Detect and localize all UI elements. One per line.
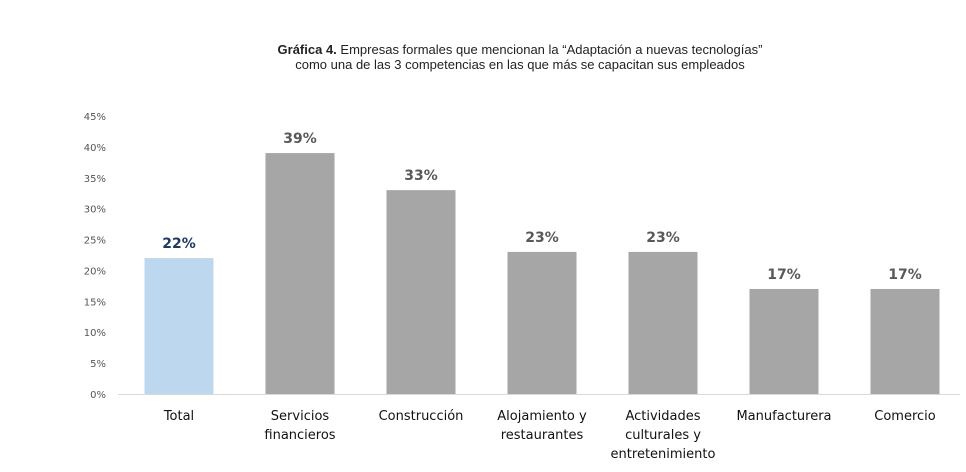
y-tick-label: 25% <box>84 236 106 247</box>
x-tick-label: Construcción <box>379 409 464 424</box>
y-tick-label: 40% <box>84 143 106 154</box>
y-tick-label: 10% <box>84 328 106 339</box>
bars: 22% 39% 33% 23% 23% 17% 17% <box>144 131 940 394</box>
y-tick-label: 35% <box>84 174 106 185</box>
x-tick-label: Total <box>163 409 194 424</box>
x-tick-label: Manufacturera <box>736 409 831 424</box>
y-tick-label: 30% <box>84 205 106 216</box>
chart-title: Gráfica 4. Empresas formales que mencion… <box>0 42 966 72</box>
y-tick-label: 5% <box>90 359 106 370</box>
data-label: 39% <box>283 131 317 147</box>
x-tick-label: entretenimiento <box>611 447 716 462</box>
bar <box>749 288 819 394</box>
y-tick-label: 0% <box>90 390 106 401</box>
x-tick-label: restaurantes <box>501 428 584 443</box>
x-tick-label: culturales y <box>625 428 701 443</box>
title-line1: Empresas formales que mencionan la “Adap… <box>340 42 763 57</box>
bar <box>507 251 577 394</box>
data-label: 22% <box>162 236 196 252</box>
x-tick-label: Comercio <box>874 409 936 424</box>
bar <box>870 288 940 394</box>
data-label: 17% <box>767 267 801 283</box>
bar <box>386 190 456 394</box>
x-tick-label: Servicios <box>271 409 330 424</box>
y-tick-label: 15% <box>84 297 106 308</box>
x-tick-label: Actividades <box>625 409 700 424</box>
bar <box>265 153 335 394</box>
y-axis: 0% 5% 10% 15% 20% 25% 30% 35% 40% 45% <box>84 112 960 401</box>
x-axis: Total Servicios financieros Construcción Alo… <box>163 409 936 462</box>
y-tick-label: 45% <box>84 112 106 123</box>
y-tick-label: 20% <box>84 266 106 277</box>
title-line2: como una de las 3 competencias en las qu… <box>295 57 745 72</box>
data-label: 23% <box>525 230 559 246</box>
title-prefix: Gráfica 4. <box>277 42 337 57</box>
data-label: 33% <box>404 168 438 184</box>
bar <box>628 251 698 394</box>
bar <box>144 258 214 394</box>
x-tick-label: financieros <box>264 428 335 443</box>
data-label: 17% <box>888 267 922 283</box>
data-label: 23% <box>646 230 680 246</box>
x-tick-label: Alojamiento y <box>497 409 587 424</box>
